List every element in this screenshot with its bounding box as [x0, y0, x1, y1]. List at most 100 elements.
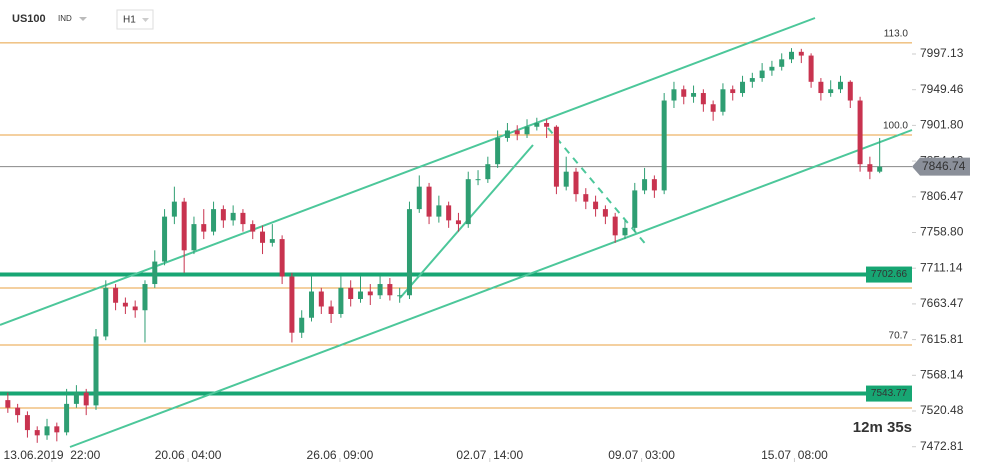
- support-label-box: [866, 266, 912, 283]
- candle-body: [269, 239, 275, 243]
- candle-body: [837, 81, 843, 90]
- candle-body: [465, 179, 471, 225]
- candle-body: [759, 70, 765, 79]
- levels: 113.0 100.0 70.7 7702.66 7543.77: [0, 29, 912, 409]
- candle-body: [34, 430, 40, 436]
- candle-body: [250, 224, 256, 232]
- candle-body: [44, 426, 50, 436]
- x-tick-label: 15.07 08:00: [761, 448, 828, 462]
- candle-body: [622, 227, 628, 236]
- candle-body: [122, 302, 128, 307]
- y-tick-label: 7901.80: [920, 118, 964, 132]
- x-tick-label: 20.06 04:00: [155, 448, 222, 462]
- candle-body: [730, 89, 736, 94]
- support-label: 7543.77: [871, 388, 908, 399]
- candle-body: [113, 287, 119, 303]
- candle-body: [5, 400, 11, 408]
- candle-body: [230, 212, 236, 221]
- candle-body: [671, 89, 677, 101]
- countdown: 12m 35s: [853, 419, 912, 436]
- candle-body: [514, 130, 520, 135]
- candle-body: [475, 179, 481, 181]
- candle-body: [602, 209, 608, 217]
- timeframe[interactable]: H1: [123, 15, 136, 26]
- candle-body: [593, 201, 599, 210]
- candle-body: [64, 403, 70, 433]
- candle-body: [103, 287, 109, 337]
- candle-body: [309, 291, 315, 318]
- fib-label: 100.0: [883, 121, 908, 132]
- candle-body: [240, 212, 246, 225]
- candle-body: [93, 336, 99, 406]
- candle-body: [132, 306, 138, 311]
- candle-body: [426, 186, 432, 217]
- fib-label: 113.0: [884, 29, 909, 40]
- support-label-box: [866, 385, 912, 402]
- axis: 7997.137949.467901.807854.137806.477758.…: [4, 46, 970, 462]
- candle-body: [54, 426, 60, 433]
- candle-body: [387, 284, 393, 296]
- candle-body: [583, 194, 589, 202]
- candle-body: [220, 209, 226, 221]
- candle-body: [553, 126, 559, 187]
- candle-body: [573, 171, 579, 195]
- candle-body: [162, 216, 168, 262]
- current-price-tag: [912, 157, 970, 176]
- candle-body: [299, 317, 305, 333]
- channel-upper: [0, 17, 816, 326]
- candle-body: [808, 55, 814, 82]
- candle-body: [563, 171, 569, 187]
- current-price-label: 7846.74: [922, 159, 966, 173]
- candle-body: [485, 164, 491, 180]
- candle-body: [436, 205, 442, 217]
- candle-body: [828, 89, 834, 94]
- candle-body: [73, 392, 79, 404]
- candle-body: [769, 66, 775, 71]
- candle-body: [279, 239, 285, 277]
- x-tick-label: 09.07 03:00: [608, 448, 675, 462]
- candle-body: [681, 89, 687, 97]
- candle-body: [789, 51, 795, 60]
- candle-body: [328, 306, 334, 314]
- candle-body: [191, 224, 197, 251]
- x-tick-label: 13.06.2019 22:00: [4, 448, 101, 462]
- candle-body: [181, 201, 187, 251]
- candle-body: [700, 93, 706, 105]
- y-tick-label: 7472.81: [920, 439, 964, 453]
- candle-body: [710, 104, 716, 112]
- candle-body: [15, 407, 21, 416]
- x-tick-label: 26.06 09:00: [307, 448, 374, 462]
- candle-body: [857, 100, 863, 165]
- candle-body: [740, 81, 746, 94]
- candle-body: [142, 284, 148, 311]
- timeframe-box[interactable]: [116, 9, 154, 30]
- y-tick-label: 7663.47: [920, 296, 964, 310]
- candle-body: [377, 284, 383, 296]
- header: US100 IND H1: [12, 9, 154, 30]
- candle-body: [612, 216, 618, 236]
- y-tick-label: 7711.14: [920, 260, 963, 274]
- candle-body: [798, 51, 804, 56]
- candle-body: [348, 287, 354, 300]
- fib-label: 70.7: [889, 331, 909, 342]
- candle-body: [642, 179, 648, 191]
- candle-body: [318, 291, 324, 307]
- dropdown-arrow[interactable]: [142, 18, 149, 22]
- y-tick-label: 7758.80: [920, 225, 964, 239]
- candle-body: [867, 164, 873, 172]
- candle-body: [152, 261, 158, 285]
- candle-body: [211, 209, 217, 232]
- candle-body: [847, 81, 853, 101]
- x-tick-label: 02.07 14:00: [456, 448, 523, 462]
- dropdown-arrow[interactable]: [79, 17, 87, 21]
- candle-body: [632, 190, 638, 228]
- candle-body: [201, 224, 207, 232]
- candle-body: [455, 220, 461, 225]
- candle-body: [171, 201, 177, 217]
- instrument-type: IND: [58, 14, 72, 23]
- candle-body: [691, 93, 697, 97]
- candle-body: [818, 81, 824, 94]
- y-tick-label: 7949.46: [920, 82, 964, 96]
